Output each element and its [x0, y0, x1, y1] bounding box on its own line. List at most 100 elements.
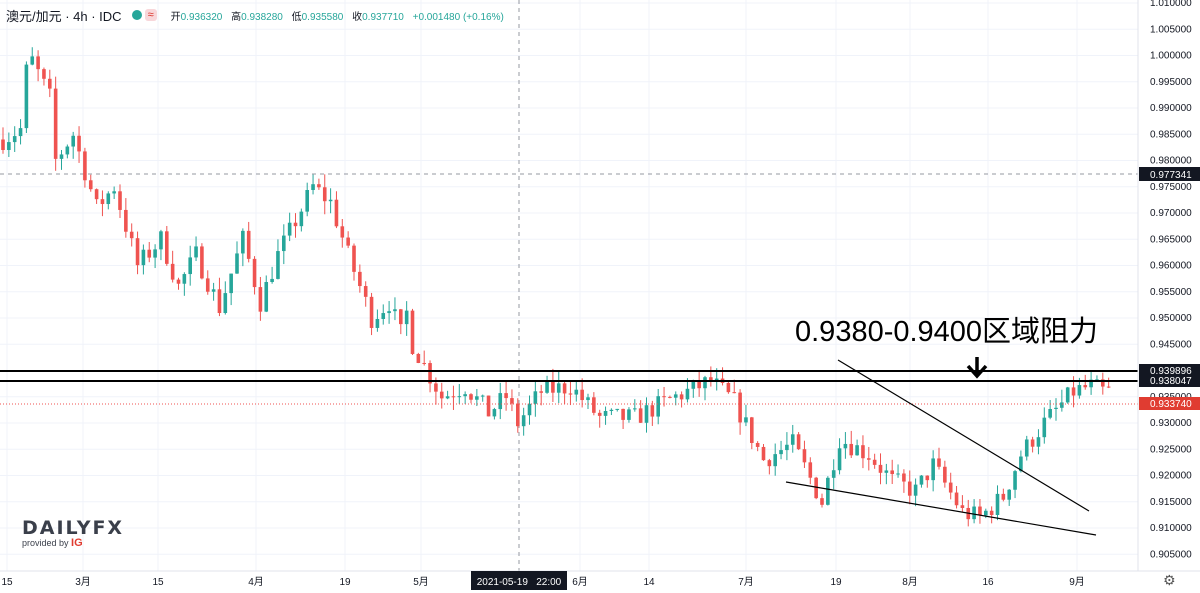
time-tick-label: 15 — [152, 577, 164, 588]
candle — [229, 273, 233, 306]
candle — [492, 407, 497, 420]
time-tick-label: 19 — [830, 577, 842, 588]
candle — [188, 245, 192, 286]
candle — [18, 119, 23, 145]
candle — [767, 458, 772, 475]
candle — [410, 308, 415, 356]
candle — [785, 432, 789, 461]
time-tick-label: 3月 — [75, 576, 91, 588]
candle — [726, 380, 731, 394]
candle — [867, 446, 871, 471]
candle — [837, 438, 842, 475]
price-tick-label: 0.975000 — [1150, 182, 1192, 193]
candle — [276, 239, 280, 280]
symbol-label[interactable]: 澳元/加元 · 4h · IDC — [6, 8, 122, 24]
resistance-price-label: 0.938047 — [1139, 374, 1200, 387]
candle — [170, 250, 175, 283]
open-label: 开 — [170, 11, 181, 23]
candle — [463, 391, 467, 405]
time-tick-label: 8月 — [902, 576, 918, 588]
candle — [334, 191, 339, 229]
price-tick-label: 0.910000 — [1150, 523, 1192, 534]
candle — [650, 400, 655, 426]
candle — [469, 393, 473, 404]
candle — [1101, 372, 1105, 395]
candle — [556, 370, 561, 404]
candle — [48, 69, 52, 98]
resistance-price-label: 0.939896 — [1139, 364, 1200, 377]
gear-icon[interactable]: ⚙ — [1163, 572, 1176, 588]
candle — [744, 404, 748, 427]
candle — [106, 191, 111, 210]
candle — [685, 378, 690, 403]
time-axis[interactable]: 15 3月 15 4月 19 5月 6月 14 7月 19 8月 16 9月 — [1, 576, 1084, 588]
candle — [972, 499, 976, 524]
candle — [568, 381, 573, 406]
candle — [287, 212, 292, 242]
candle — [416, 352, 421, 364]
candle — [679, 391, 684, 408]
candle — [580, 378, 584, 408]
candle — [621, 408, 625, 430]
last-price-label: 0.933740 — [1139, 397, 1200, 410]
upper-trendline[interactable] — [837, 359, 1090, 512]
high-value: 0.938280 — [241, 11, 283, 23]
candle — [937, 447, 941, 470]
dailyfx-logo: DAILYFX provided by IG — [22, 517, 124, 549]
price-tick-label: 0.960000 — [1150, 261, 1192, 272]
candle — [855, 439, 859, 456]
candle — [861, 435, 865, 469]
price-tick-label: 0.945000 — [1150, 339, 1192, 350]
candle — [112, 186, 116, 200]
candle — [1083, 374, 1088, 390]
candle — [322, 174, 327, 215]
time-tick-label: 4月 — [248, 576, 264, 588]
candle — [814, 476, 818, 500]
low-value: 0.935580 — [301, 11, 344, 23]
candle — [71, 131, 75, 159]
candle — [709, 366, 713, 387]
candle — [358, 264, 362, 293]
resistance-lines[interactable] — [0, 370, 1138, 382]
wave-icon[interactable]: ≈ — [144, 9, 157, 21]
candle — [363, 281, 368, 307]
candle — [1007, 489, 1011, 506]
candle — [586, 393, 590, 410]
price-tick-label: 1.010000 — [1150, 0, 1192, 9]
candle — [1095, 375, 1099, 381]
low-label: 低 — [291, 11, 302, 23]
price-tick-label: 0.905000 — [1150, 549, 1192, 560]
time-tick-label: 19 — [339, 577, 351, 588]
candle — [194, 236, 198, 262]
candle — [1065, 386, 1070, 404]
logo-brand: DAILYFX — [22, 517, 125, 539]
candle — [913, 478, 918, 507]
candle — [77, 126, 81, 163]
candle — [317, 178, 321, 190]
candle — [1054, 398, 1058, 421]
lower-trendline[interactable] — [785, 481, 1097, 536]
candle — [393, 297, 397, 321]
price-axis[interactable]: 1.010000 1.005000 1.000000 0.995000 0.990000… — [1150, 0, 1192, 560]
candle — [510, 389, 514, 412]
candle — [328, 188, 333, 214]
candle — [100, 190, 105, 217]
candle — [135, 231, 140, 275]
candle — [1030, 436, 1035, 453]
price-tick-label: 0.955000 — [1150, 287, 1192, 298]
candle — [796, 432, 801, 451]
candle — [527, 395, 532, 425]
candle — [843, 432, 848, 459]
candle — [1089, 370, 1093, 395]
candle — [486, 395, 491, 417]
crosshair-price-label: 0.977341 — [1139, 167, 1200, 181]
candle — [995, 485, 1000, 521]
candle — [609, 408, 614, 416]
candle — [211, 282, 216, 301]
candle — [83, 147, 87, 188]
candle — [551, 368, 555, 402]
price-tick-label: 0.925000 — [1150, 444, 1192, 455]
crosshair-time-label: 2021-05-19 22:00 — [471, 571, 567, 590]
